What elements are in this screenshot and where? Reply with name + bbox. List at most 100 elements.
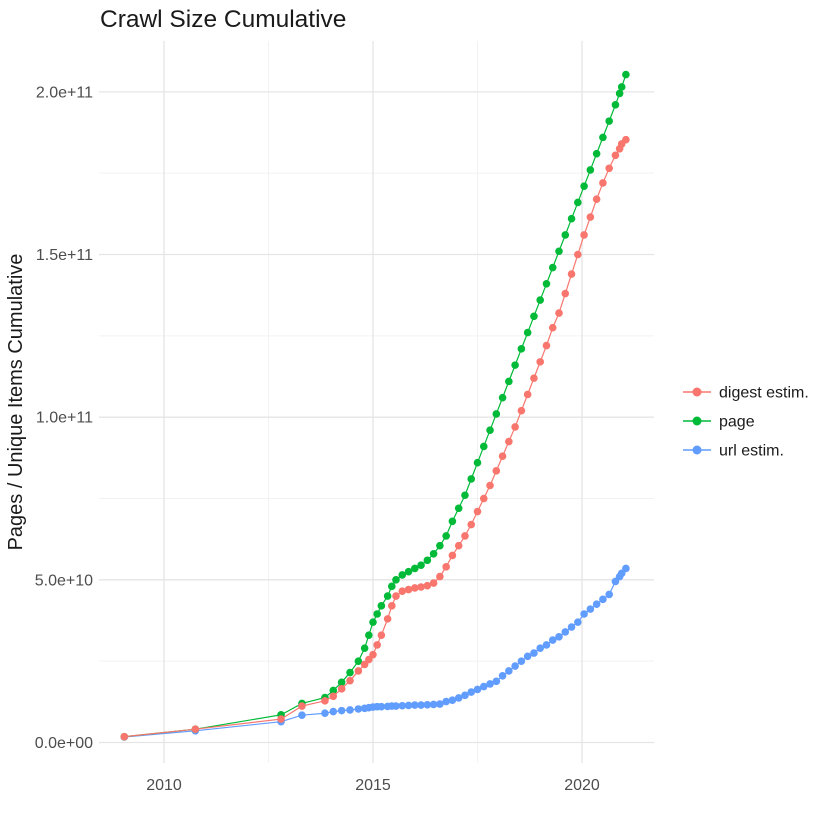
- data-point-page: [511, 361, 519, 369]
- data-point-page: [555, 247, 563, 256]
- data-point-page: [365, 631, 373, 639]
- data-point-url-estim: [586, 605, 595, 613]
- data-point-page: [329, 686, 338, 695]
- series-page: [120, 70, 630, 741]
- data-point-url-estim: [337, 706, 346, 715]
- data-point-digest-estim: [511, 423, 519, 431]
- data-point-digest-estim: [473, 507, 482, 516]
- data-point-url-estim: [492, 677, 501, 686]
- data-point-page: [448, 517, 457, 526]
- y-tick-label: 5.0e+10: [35, 572, 93, 589]
- data-point-url-estim: [605, 590, 613, 599]
- data-point-url-estim: [448, 696, 457, 705]
- data-point-url-estim: [486, 680, 494, 688]
- data-point-page: [536, 296, 544, 304]
- data-point-page: [486, 426, 494, 434]
- data-point-page: [346, 668, 354, 677]
- plot-title: Crawl Size Cumulative: [100, 6, 346, 33]
- data-point-digest-estim: [586, 213, 595, 221]
- y-tick-label: 2.0e+11: [36, 84, 93, 101]
- data-point-url-estim: [411, 701, 419, 709]
- data-point-digest-estim: [592, 195, 601, 203]
- data-point-digest-estim: [567, 270, 576, 278]
- data-point-digest-estim: [321, 697, 329, 705]
- data-point-page: [615, 89, 624, 98]
- data-point-page: [492, 410, 501, 418]
- data-point-url-estim: [321, 709, 329, 718]
- data-point-url-estim: [429, 700, 438, 709]
- y-tick-label: 1.0e+11: [36, 410, 93, 427]
- x-tick-label: 2020: [564, 777, 600, 794]
- data-point-digest-estim: [417, 583, 425, 591]
- data-point-digest-estim: [479, 494, 488, 503]
- data-point-page: [574, 198, 582, 207]
- data-point-page: [337, 678, 346, 687]
- data-point-digest-estim: [337, 685, 346, 693]
- data-point-page: [429, 550, 438, 558]
- data-point-url-estim: [298, 711, 306, 719]
- gridlines-minor: [99, 41, 654, 763]
- data-point-digest-estim: [298, 702, 306, 710]
- data-point-page: [383, 592, 392, 600]
- data-point-digest-estim: [622, 135, 630, 144]
- data-point-url-estim: [517, 657, 526, 665]
- data-point-page: [561, 231, 570, 239]
- data-point-page: [436, 541, 444, 550]
- data-point-url-estim: [436, 700, 444, 708]
- data-point-url-estim: [467, 688, 476, 696]
- data-point-url-estim: [523, 652, 532, 661]
- data-point-url-estim: [354, 705, 363, 713]
- data-point-digest-estim: [523, 390, 532, 399]
- data-point-digest-estim: [383, 615, 392, 623]
- data-point-url-estim: [377, 702, 386, 711]
- data-point-digest-estim: [542, 341, 551, 350]
- data-point-page: [617, 83, 626, 91]
- data-point-url-estim: [479, 682, 488, 691]
- data-point-url-estim: [555, 632, 563, 641]
- data-point-page: [592, 149, 601, 158]
- data-point-url-estim: [461, 691, 469, 700]
- data-point-page: [567, 214, 576, 223]
- legend-key-point-digest-estim: [692, 387, 702, 397]
- data-point-digest-estim: [346, 676, 354, 685]
- data-point-url-estim: [423, 700, 432, 709]
- data-point-url-estim: [392, 702, 400, 710]
- data-point-url-estim: [622, 564, 630, 573]
- data-point-page: [605, 117, 613, 125]
- data-point-url-estim: [442, 697, 450, 706]
- data-point-url-estim: [548, 636, 557, 644]
- data-point-digest-estim: [329, 692, 338, 701]
- data-point-digest-estim: [436, 572, 444, 581]
- data-point-digest-estim: [120, 732, 129, 741]
- data-point-digest-estim: [574, 250, 582, 259]
- data-point-page: [423, 556, 432, 565]
- data-point-url-estim: [329, 707, 338, 716]
- data-point-digest-estim: [486, 481, 494, 490]
- data-point-digest-estim: [442, 563, 450, 571]
- data-point-digest-estim: [548, 323, 557, 332]
- y-axis-title: Pages / Unique Items Cumulative: [5, 254, 27, 551]
- data-point-digest-estim: [461, 532, 469, 540]
- data-point-page: [354, 657, 363, 665]
- data-point-digest-estim: [611, 151, 620, 160]
- data-point-page: [523, 328, 532, 337]
- data-point-digest-estim: [517, 406, 526, 415]
- legend: digest estim. page url estim.: [683, 385, 809, 460]
- legend-label-url-estim: url estim.: [719, 443, 784, 460]
- data-point-page: [548, 263, 557, 272]
- gridlines-major: [99, 41, 654, 763]
- data-point-digest-estim: [530, 374, 538, 382]
- data-point-page: [377, 602, 386, 610]
- data-point-digest-estim: [555, 309, 563, 317]
- data-point-page: [622, 70, 630, 79]
- data-point-page: [461, 491, 469, 500]
- data-point-url-estim: [505, 667, 513, 675]
- data-point-digest-estim: [388, 602, 396, 610]
- data-point-page: [580, 182, 588, 190]
- data-point-digest-estim: [492, 467, 501, 475]
- legend-key-point-page: [692, 416, 702, 426]
- legend-label-page: page: [719, 414, 755, 431]
- data-point-page: [505, 377, 513, 386]
